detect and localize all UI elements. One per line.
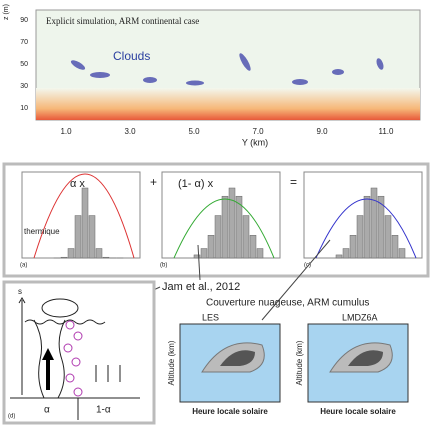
- histogram-bar: [384, 215, 392, 259]
- y-axis-label: Altitude (km): [295, 340, 304, 385]
- clouds-annotation: Clouds: [113, 49, 150, 63]
- histogram-bar: [193, 254, 201, 259]
- x-tick-label: 7.0: [252, 127, 264, 136]
- operator: +: [150, 175, 157, 189]
- top-title: Explicit simulation, ARM continental cas…: [46, 16, 199, 26]
- schematic-drawing: [10, 297, 140, 420]
- histogram-bar: [242, 215, 250, 259]
- schematic-panel: [2, 280, 156, 425]
- y-tick-label: 70: [20, 39, 28, 46]
- panel-letter: (c): [304, 263, 311, 269]
- cloud-core: [220, 350, 255, 366]
- cloud-cover-panels: LES Altitude (km) Heure locale solaire LMDZ…: [167, 312, 409, 416]
- cloud-blobs: [70, 53, 384, 86]
- panel-name: LMDZ6A: [342, 312, 378, 322]
- histogram-bar: [377, 195, 385, 259]
- schematic-axis: s: [18, 287, 22, 296]
- histogram-bar: [228, 187, 236, 259]
- histogram-bar: [356, 215, 364, 259]
- thermique-label: thermique: [24, 227, 60, 236]
- histogram-bar: [349, 235, 357, 259]
- histogram-bar: [221, 195, 229, 259]
- histogram-bar: [74, 215, 82, 259]
- cloud-cover-title: Couverture nuageuse, ARM cumulus: [206, 298, 369, 309]
- histograms: [21, 171, 423, 259]
- histogram-bar: [95, 248, 103, 259]
- histogram-bar: [335, 254, 343, 259]
- boundary-layer: [36, 88, 420, 120]
- histogram-bar: [200, 248, 208, 259]
- downdraft-arrows: [95, 365, 121, 382]
- operator: =: [290, 175, 297, 189]
- y-tick-label: 10: [20, 105, 28, 112]
- histogram-bar: [342, 248, 350, 259]
- cloud-core: [348, 350, 383, 366]
- histogram-bar: [249, 235, 257, 259]
- histogram-bar: [370, 187, 378, 259]
- histogram-bar: [81, 187, 89, 259]
- plumes: [63, 320, 83, 397]
- histogram-bar: [207, 235, 215, 259]
- x-tick-label: 5.0: [188, 127, 200, 136]
- histogram-bar: [256, 248, 264, 259]
- x-axis-label: Heure locale solaire: [192, 407, 268, 416]
- fit-curve: [33, 173, 135, 259]
- histogram-bar: [67, 248, 75, 259]
- panel-letter: (a): [20, 263, 27, 269]
- updraft-head: [42, 348, 54, 360]
- histogram-bar: [88, 215, 96, 259]
- y-ticks: 90 70 50 30 10: [20, 17, 28, 112]
- y-axis-label: Altitude (km): [167, 340, 176, 385]
- citation: Jam et al., 2012: [162, 281, 240, 293]
- y-tick-label: 50: [20, 61, 28, 68]
- formula: (1- α) x: [178, 178, 214, 190]
- x-tick-label: 9.0: [316, 127, 328, 136]
- panel-name: LES: [202, 312, 219, 322]
- histogram-bar: [235, 195, 243, 259]
- x-tick-label: 3.0: [124, 127, 136, 136]
- x-axis-label: Y (km): [242, 137, 268, 147]
- histogram-bar: [60, 256, 68, 259]
- histogram-bar: [398, 248, 406, 259]
- column-label: 1-α: [96, 405, 111, 416]
- fit-curve: [173, 198, 275, 259]
- x-tick-label: 11.0: [379, 127, 395, 136]
- x-tick-label: 1.0: [60, 127, 72, 136]
- panel-letter: (b): [160, 263, 167, 269]
- fit-curve: [315, 198, 417, 259]
- panel-letter: (d): [8, 414, 15, 420]
- column-label: α: [44, 405, 50, 416]
- histogram-bar: [363, 195, 371, 259]
- histogram-bar: [102, 256, 110, 259]
- histogram-bar: [391, 235, 399, 259]
- formula: α x: [70, 178, 85, 190]
- x-axis-label: Heure locale solaire: [320, 407, 396, 416]
- y-tick-label: 90: [20, 17, 28, 24]
- x-ticks: 1.0 3.0 5.0 7.0 9.0 11.0: [60, 127, 394, 136]
- y-tick-label: 30: [20, 83, 28, 90]
- y-axis-label: z (m): [3, 4, 10, 20]
- histogram-bar: [214, 215, 222, 259]
